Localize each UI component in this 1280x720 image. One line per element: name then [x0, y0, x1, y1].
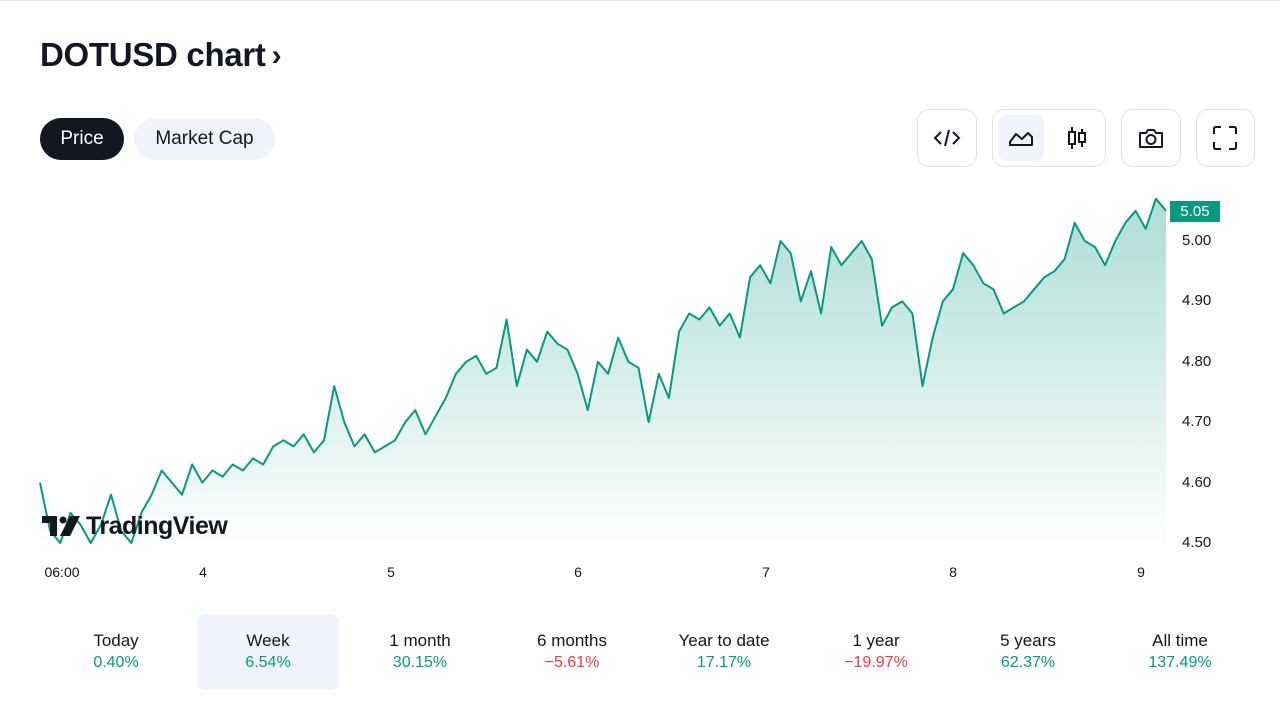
period-label: 6 months	[537, 631, 607, 650]
y-tick-label: 4.70	[1182, 413, 1212, 430]
top-divider	[0, 0, 1280, 1]
page-title-text: DOTUSD chart	[40, 36, 266, 73]
price-line	[39, 197, 1167, 544]
y-tick-label: 4.80	[1182, 353, 1212, 370]
x-tick-label: 5	[387, 564, 395, 580]
y-tick-label: 4.60	[1182, 474, 1212, 491]
period-performance-bar: Today 0.40% Week 6.54% 1 month 30.15% 6 …	[40, 614, 1240, 690]
period-label: Year to date	[678, 631, 770, 650]
y-tick-label: 4.90	[1182, 292, 1212, 309]
tradingview-wordmark: TradingView	[86, 512, 228, 540]
candlestick-icon	[1068, 127, 1086, 149]
y-tick-label: 4.50	[1182, 534, 1212, 551]
camera-icon	[1139, 129, 1163, 148]
tradingview-logo[interactable]: TradingView	[42, 512, 228, 541]
tab-price[interactable]: Price	[40, 118, 124, 160]
snapshot-button[interactable]	[1128, 115, 1174, 161]
chart-style-group	[992, 109, 1106, 167]
period-change: 0.40%	[93, 654, 139, 671]
period-all-time[interactable]: All time 137.49%	[1109, 614, 1251, 690]
embed-code-icon	[933, 129, 961, 147]
period-year-to-date[interactable]: Year to date 17.17%	[653, 614, 795, 690]
area-chart-icon	[1009, 132, 1033, 146]
period-change: 62.37%	[1000, 654, 1056, 671]
embed-button[interactable]	[924, 115, 970, 161]
tradingview-logo-icon	[42, 515, 80, 536]
fullscreen-icon	[1213, 126, 1237, 150]
embed-button-group	[917, 109, 977, 167]
y-tick-label: 5.00	[1182, 232, 1212, 249]
chevron-right-icon: ›	[271, 39, 282, 72]
candles-button[interactable]	[1054, 115, 1100, 161]
period-label: Today	[93, 631, 139, 650]
x-tick-label: 4	[199, 564, 207, 580]
period-1-year[interactable]: 1 year −19.97%	[805, 614, 947, 690]
period-label: 5 years	[1000, 631, 1056, 650]
period-change: 17.17%	[696, 654, 752, 671]
period-1-month[interactable]: 1 month 30.15%	[349, 614, 491, 690]
price-chart[interactable]	[0, 180, 1280, 600]
x-tick-label: 06:00	[44, 564, 80, 580]
period-label: All time	[1152, 631, 1208, 650]
period-week[interactable]: Week 6.54%	[197, 614, 339, 690]
period-label: 1 year	[852, 631, 900, 650]
snapshot-button-group	[1121, 109, 1181, 167]
x-tick-label: 8	[949, 564, 957, 580]
period-change: −5.61%	[544, 654, 600, 671]
period-change: 137.49%	[1148, 654, 1212, 671]
last-price-label: 5.05	[1170, 201, 1220, 222]
fullscreen-button[interactable]	[1202, 115, 1248, 161]
x-tick-label: 6	[574, 564, 582, 580]
tab-market-cap[interactable]: Market Cap	[134, 118, 275, 160]
period-change: −19.97%	[844, 654, 908, 671]
price-area-fill	[40, 198, 1166, 550]
period-change: 30.15%	[392, 654, 448, 671]
period-label: Week	[246, 631, 290, 650]
fullscreen-button-group	[1196, 109, 1255, 167]
period-6-months[interactable]: 6 months −5.61%	[501, 614, 643, 690]
page-title[interactable]: DOTUSD chart ›	[40, 36, 282, 74]
x-tick-label: 7	[762, 564, 770, 580]
x-tick-label: 9	[1137, 564, 1145, 580]
period-today[interactable]: Today 0.40%	[45, 614, 187, 690]
period-label: 1 month	[389, 631, 451, 650]
period-5-years[interactable]: 5 years 62.37%	[957, 614, 1099, 690]
period-change: 6.54%	[245, 654, 291, 671]
area-chart-button[interactable]	[998, 115, 1044, 161]
